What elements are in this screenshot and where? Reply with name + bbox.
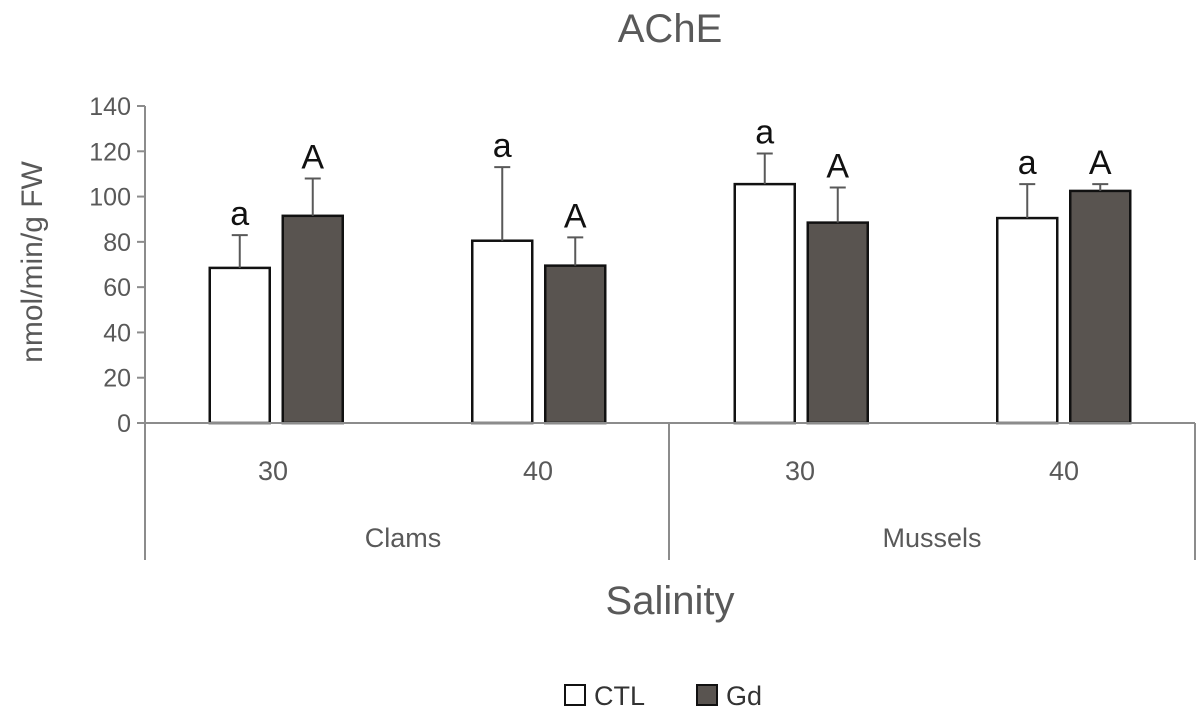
- bars-layer: a A a Aa A a A: [208, 114, 1132, 425]
- y-tick-label: 0: [117, 410, 131, 438]
- bar-gd-3: [1069, 189, 1132, 425]
- x-tick-label-mussels-40: 40: [1049, 456, 1079, 486]
- y-tick-label: 100: [89, 184, 131, 212]
- significance-label-ctl-2: a: [755, 114, 774, 152]
- y-tick-label: 60: [103, 274, 131, 302]
- legend: CTL Gd: [564, 681, 762, 711]
- bar-gd-0: [281, 214, 344, 425]
- legend-label-ctl: CTL: [594, 681, 645, 711]
- significance-label-ctl-1: a: [493, 127, 512, 165]
- group-label-clams: Clams: [365, 523, 442, 553]
- bar-gd-1: [544, 264, 607, 425]
- y-tick-label: 120: [89, 138, 131, 166]
- legend-label-gd: Gd: [726, 681, 762, 711]
- x-tick-label-clams-30: 30: [258, 456, 288, 486]
- y-axis-title: nmol/min/g FW: [16, 160, 49, 362]
- axes-layer: [144, 106, 1196, 560]
- significance-label-gd-1: A: [564, 197, 587, 235]
- group-label-mussels: Mussels: [882, 523, 981, 553]
- y-tick-label: 20: [103, 365, 131, 393]
- significance-label-gd-0: A: [301, 138, 324, 176]
- bar-ctl-0: [208, 266, 271, 425]
- x-axis-title: Salinity: [606, 579, 735, 623]
- significance-label-ctl-0: a: [230, 195, 249, 233]
- significance-label-ctl-3: a: [1018, 144, 1037, 182]
- x-tick-label-mussels-30: 30: [785, 456, 815, 486]
- significance-label-gd-2: A: [826, 148, 849, 186]
- legend-swatch-gd: [696, 684, 718, 706]
- bar-gd-2: [806, 221, 869, 425]
- y-tick-label: 40: [103, 319, 131, 347]
- x-tick-label-clams-40: 40: [523, 456, 553, 486]
- y-axis-ticks: 0 20 40 60 80 100 120 140: [89, 93, 145, 438]
- y-tick-label: 80: [103, 229, 131, 257]
- bar-ctl-2: [733, 182, 796, 425]
- y-tick-label: 140: [89, 93, 131, 121]
- chart-title: AChE: [618, 7, 723, 51]
- legend-swatch-ctl: [564, 684, 586, 706]
- bar-ctl-1: [471, 239, 534, 425]
- bar-ctl-3: [996, 216, 1059, 425]
- significance-label-gd-3: A: [1089, 144, 1112, 182]
